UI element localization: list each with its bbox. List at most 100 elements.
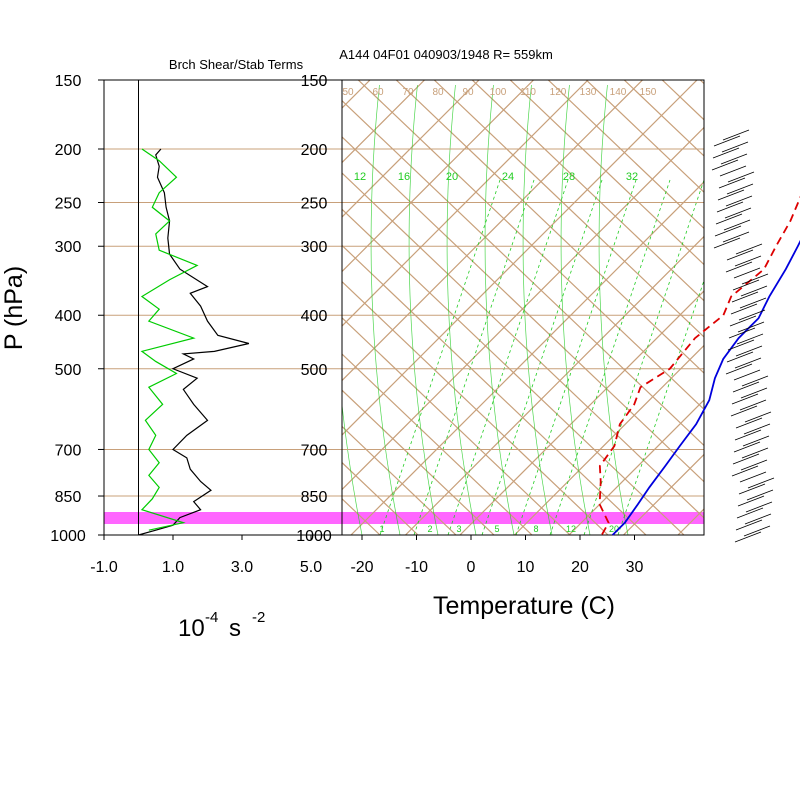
wind-barb xyxy=(726,183,754,195)
mixing-ratio-label: 12 xyxy=(354,171,366,183)
skewt-background: 50 60 70 80 90 100 110 120 130 140 150 xyxy=(0,80,800,535)
bottom-mixing-label: 3 xyxy=(456,524,461,534)
wind-barb xyxy=(735,417,763,429)
pressure-tick-label-left: 700 xyxy=(55,442,82,459)
moist-adiabat-line xyxy=(598,84,629,535)
isotherm-line xyxy=(342,80,643,382)
isotherm-line xyxy=(514,344,704,535)
wind-barb xyxy=(742,435,770,447)
wind-barb xyxy=(741,447,769,459)
units-exp1: -4 xyxy=(205,609,218,626)
moist-adiabat-line xyxy=(342,401,363,535)
pressure-tick-label-left: 200 xyxy=(55,142,82,159)
wind-barb xyxy=(721,141,749,153)
wind-barb xyxy=(746,489,774,501)
temp-tick-label: 0 xyxy=(467,559,476,576)
wind-barb xyxy=(737,495,765,507)
dry-adiabat-line xyxy=(547,80,704,230)
isotherm-top-label: 70 xyxy=(402,87,414,98)
isotherm-line xyxy=(350,181,704,535)
units-exp2: -2 xyxy=(252,609,265,626)
temp-tick-label: 10 xyxy=(517,559,535,576)
wind-barb xyxy=(723,219,751,231)
pressure-tick-label-right: 1000 xyxy=(296,528,332,545)
dry-adiabat-line xyxy=(342,172,704,519)
wind-barb xyxy=(727,171,755,183)
pressure-tick-label-left: 1000 xyxy=(50,528,86,545)
dry-adiabat-line xyxy=(0,80,228,535)
pressure-tick-label-right: 500 xyxy=(301,362,328,379)
wind-barb xyxy=(727,339,755,351)
isotherm-top-label: 100 xyxy=(490,87,507,98)
isotherm-top-label: 150 xyxy=(640,87,657,98)
isotherm-line xyxy=(733,80,800,535)
isotherm-top-label: 120 xyxy=(550,87,567,98)
dry-adiabat-line xyxy=(342,317,571,535)
wind-barb xyxy=(718,177,746,189)
wind-barb xyxy=(716,201,744,213)
wind-barb xyxy=(743,525,771,537)
wind-barb xyxy=(747,477,775,489)
wind-barb xyxy=(744,513,772,525)
wind-barb xyxy=(738,309,766,321)
temperature-axis-label: Temperature (C) xyxy=(433,592,615,620)
dry-adiabat-line xyxy=(395,80,704,374)
isotherm-line xyxy=(623,453,704,535)
pressure-tick-label-right: 300 xyxy=(301,239,328,256)
bottom-mixing-label: 2 xyxy=(427,524,432,534)
wind-barb xyxy=(741,273,769,285)
moist-adiabat-line xyxy=(484,84,515,535)
pressure-tick-label-left: 300 xyxy=(55,239,82,256)
wind-barb xyxy=(715,213,743,225)
wind-barb xyxy=(736,507,764,519)
wind-barb xyxy=(740,459,768,471)
wind-barb xyxy=(730,405,758,417)
pressure-tick-label-right: 700 xyxy=(301,442,328,459)
moist-adiabat-line xyxy=(560,84,591,535)
wind-barb xyxy=(724,207,752,219)
wind-barb xyxy=(720,153,748,165)
isotherm-line xyxy=(342,80,698,436)
wind-barb xyxy=(725,195,753,207)
pressure-tick-label-left: 400 xyxy=(55,308,82,325)
isotherm-line xyxy=(459,290,704,535)
mixing-ratio-line xyxy=(481,179,603,535)
temp-tick-label: 20 xyxy=(571,559,589,576)
shear-tick-label: 5.0 xyxy=(300,559,322,576)
wind-barb xyxy=(737,321,765,333)
mixing-ratio-label: 16 xyxy=(398,171,410,183)
mixing-ratio-line xyxy=(447,179,569,535)
dry-adiabat-line xyxy=(0,80,190,535)
surface-band xyxy=(104,512,704,524)
mixing-ratio-line xyxy=(549,179,671,535)
wind-barb xyxy=(735,243,763,255)
isotherm-line xyxy=(342,80,589,327)
dry-adiabat-line xyxy=(342,425,457,535)
wind-barb xyxy=(726,249,754,261)
units-s: s xyxy=(229,615,241,642)
wind-barb xyxy=(728,327,756,339)
moist-adiabat-line xyxy=(408,84,439,535)
pressure-tick-label-right: 150 xyxy=(301,73,328,90)
isotherm-line xyxy=(342,126,704,491)
wind-barb xyxy=(734,357,762,369)
wind-barb xyxy=(739,399,767,411)
wind-barb xyxy=(738,483,766,495)
wind-barb xyxy=(712,147,740,159)
wind-barb xyxy=(732,381,760,393)
shear-term-line xyxy=(138,148,250,535)
isotherm-top-label: 130 xyxy=(580,87,597,98)
bottom-mixing-label: 5 xyxy=(494,524,499,534)
wind-barb xyxy=(725,261,753,273)
dry-adiabat-line xyxy=(342,136,704,483)
shear-tick-label: 3.0 xyxy=(231,559,253,576)
mixing-ratio-label: 32 xyxy=(626,171,638,183)
wind-barb xyxy=(740,285,768,297)
temp-tick-label: 30 xyxy=(626,559,644,576)
pressure-tick-label-left: 500 xyxy=(55,362,82,379)
pressure-tick-label-left: 850 xyxy=(55,489,82,506)
pressure-tick-label-right: 400 xyxy=(301,308,328,325)
wind-barb xyxy=(717,189,745,201)
